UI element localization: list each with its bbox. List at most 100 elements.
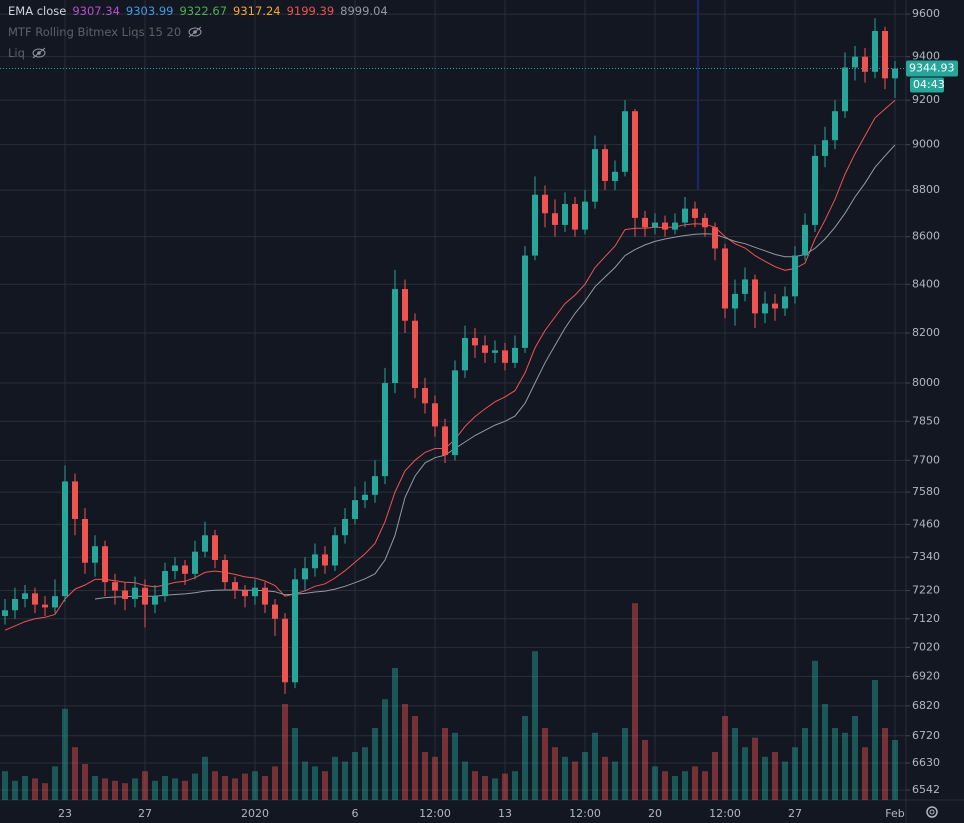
volume-bar [422, 752, 428, 800]
candle-body [262, 587, 268, 605]
candle-body [792, 255, 798, 297]
y-tick-label: 8200 [912, 326, 940, 339]
volume-bar [652, 766, 658, 800]
candle-body [152, 596, 158, 605]
volume-bar [882, 728, 888, 800]
volume-bar [162, 776, 168, 800]
candle-body [742, 279, 748, 294]
candle-body [492, 350, 498, 353]
volume-bar [702, 771, 708, 800]
volume-bar [2, 771, 8, 800]
candle-body [82, 518, 88, 563]
volume-bar [412, 716, 418, 800]
x-tick-label: 27 [788, 807, 802, 820]
volume-bar [352, 752, 358, 800]
last-price-label: 9344.93 [909, 62, 955, 75]
candle-body [662, 222, 668, 230]
volume-bar [732, 728, 738, 800]
volume-bar [562, 756, 568, 800]
y-tick-label: 6920 [912, 669, 940, 682]
x-tick-label: 23 [58, 807, 72, 820]
volume-bar [242, 773, 248, 800]
volume-bar [222, 776, 228, 800]
volume-bar [142, 771, 148, 800]
volume-bar [232, 778, 238, 800]
volume-bar [212, 771, 218, 800]
y-tick-label: 7340 [912, 550, 940, 563]
x-tick-label: 20 [648, 807, 662, 820]
candle-body [772, 303, 778, 309]
settings-icon[interactable] [926, 806, 938, 818]
x-tick-label: Feb [885, 807, 904, 820]
candle-body [642, 217, 648, 228]
y-tick-label: 6820 [912, 699, 940, 712]
volume-bar [372, 728, 378, 800]
candle-body [242, 590, 248, 597]
candle-body [312, 554, 318, 569]
ema-value: 8999.04 [340, 3, 388, 18]
y-tick-label: 7020 [912, 640, 940, 653]
volume-bar [192, 773, 198, 800]
volume-bar [122, 783, 128, 800]
candle-body [202, 535, 208, 552]
candle-body [692, 208, 698, 218]
hidden-icon[interactable] [187, 26, 203, 38]
x-tick-label: 13 [498, 807, 512, 820]
x-tick-label: 12:00 [709, 807, 741, 820]
candle-body [302, 568, 308, 580]
ema-value: 9322.67 [179, 3, 228, 18]
y-tick-label: 7120 [912, 612, 940, 625]
volume-bar [332, 756, 338, 800]
y-tick-label: 8800 [912, 183, 940, 196]
candle-body [482, 345, 488, 353]
y-tick-label: 7220 [912, 584, 940, 597]
candle-body [92, 546, 98, 563]
x-tick-label: 27 [138, 807, 152, 820]
volume-bar [572, 761, 578, 800]
volume-bar [432, 756, 438, 800]
candle-body [12, 598, 18, 611]
volume-bar [802, 728, 808, 800]
y-tick-label: 7850 [912, 414, 940, 427]
volume-bar [822, 704, 828, 800]
candle-body [462, 337, 468, 371]
candle-body [782, 296, 788, 309]
volume-bar [322, 771, 328, 800]
volume-bar [12, 780, 18, 800]
volume-bar [632, 603, 638, 800]
candle-body [582, 201, 588, 230]
volume-bar [292, 728, 298, 800]
ema-value: 9307.34 [72, 3, 120, 18]
volume-bar [852, 716, 858, 800]
candle-body [532, 194, 538, 256]
countdown-box [910, 77, 944, 93]
volume-bar [402, 704, 408, 800]
candle-body [622, 111, 628, 172]
candle-body [52, 596, 58, 608]
candle-body [62, 481, 68, 597]
candle-body [602, 149, 608, 181]
countdown-label: 04:43 [913, 78, 945, 91]
ema-value: 9303.99 [125, 3, 174, 18]
volume-bar [742, 747, 748, 800]
volume-bar [22, 776, 28, 800]
hidden-icon[interactable] [31, 47, 47, 59]
ema-legend: EMA close 9307.34 9303.99 9322.67 9317.24 91… [8, 0, 388, 21]
volume-bar [672, 776, 678, 800]
volume-bar [762, 756, 768, 800]
volume-bar [692, 766, 698, 800]
candle-body [542, 194, 548, 214]
candle-body [802, 224, 808, 256]
y-tick-label: 9600 [912, 7, 940, 20]
volume-bar [362, 747, 368, 800]
volume-bar [102, 778, 108, 800]
indicator-legend: Liq [8, 42, 388, 63]
volume-bar [812, 660, 818, 800]
candle-body [332, 535, 338, 566]
candle-body [402, 289, 408, 321]
volume-bar [442, 728, 448, 800]
candle-body [102, 546, 108, 583]
ema-line [94, 144, 896, 600]
volume-bar [522, 716, 528, 800]
